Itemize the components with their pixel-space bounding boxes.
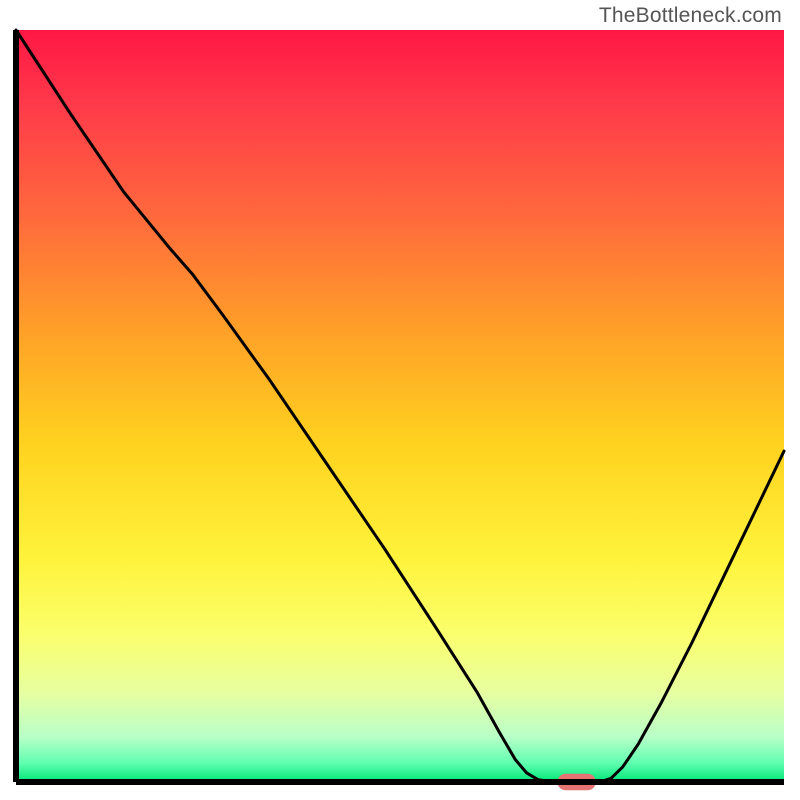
watermark: TheBottleneck.com <box>599 4 782 28</box>
chart-background <box>16 30 784 782</box>
chart-svg <box>16 30 784 782</box>
bottleneck-chart <box>16 30 784 782</box>
